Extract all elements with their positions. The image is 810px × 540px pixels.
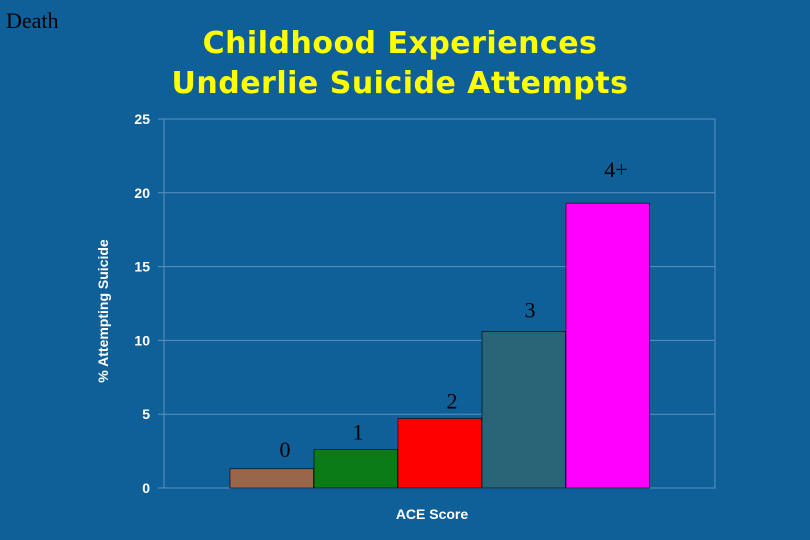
bar-ace-0 (229, 468, 314, 489)
chart-title-line-2: Underlie Suicide Attempts (171, 66, 629, 101)
y-tick-label: 25 (134, 111, 150, 127)
y-axis-title: % Attempting Suicide (95, 239, 111, 383)
bar-ace-2 (397, 418, 482, 489)
bar-category-label: 1 (353, 420, 364, 445)
y-tick-labels: 0 5 10 15 20 25 (134, 111, 150, 496)
y-tick-label: 0 (142, 480, 150, 496)
bar-category-label: 0 (280, 437, 291, 462)
chart-title: Childhood Experiences Underlie Suicide A… (120, 24, 680, 104)
y-tick-label: 15 (134, 259, 150, 275)
bar-ace-3 (481, 331, 566, 489)
bar-ace-1 (313, 449, 398, 489)
y-tick-label: 10 (134, 332, 150, 348)
bars (229, 202, 650, 489)
x-axis-title: ACE Score (396, 506, 469, 522)
y-tick-label: 5 (142, 406, 150, 422)
bar-ace-4plus (565, 202, 650, 489)
bar-category-label: 2 (447, 389, 458, 414)
chart-title-line-1: Childhood Experiences (202, 26, 598, 61)
bar-category-label: 3 (525, 298, 536, 323)
bar-labels: 0 1 2 3 4+ (280, 157, 628, 462)
y-tick-label: 20 (134, 185, 150, 201)
bar-category-label: 4+ (604, 157, 627, 182)
corner-label: Death (6, 8, 59, 33)
